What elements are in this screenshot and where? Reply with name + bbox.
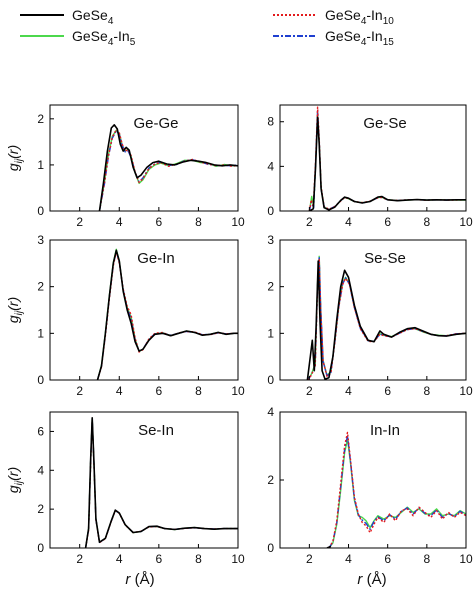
x-tick-label: 2 <box>306 552 313 566</box>
x-tick-label: 4 <box>345 384 352 398</box>
y-tick-label: 4 <box>37 463 44 477</box>
x-tick-label: 2 <box>76 552 83 566</box>
x-tick-label: 10 <box>231 215 245 229</box>
panel-frame <box>49 411 239 549</box>
x-tick-label: 6 <box>155 215 162 229</box>
y-tick-label: 4 <box>267 405 274 419</box>
series-line-0 <box>306 260 466 380</box>
y-tick-label: 3 <box>37 233 44 247</box>
legend-label-0: GeSe4 <box>72 7 114 27</box>
x-tick-label: 6 <box>384 215 391 229</box>
x-tick-label: 10 <box>231 552 245 566</box>
x-tick-label: 6 <box>384 384 391 398</box>
series-line-2 <box>96 248 238 380</box>
y-tick-label: 0 <box>267 204 274 218</box>
y-tick-label: 2 <box>37 280 44 294</box>
x-tick-label: 6 <box>155 552 162 566</box>
y-tick-label: 8 <box>267 115 274 129</box>
series-line-0 <box>309 116 466 211</box>
series-line-2 <box>328 438 466 548</box>
y-tick-label: 1 <box>267 326 274 340</box>
y-axis-label-bottom: gij(r) <box>5 467 25 493</box>
series-line-0 <box>96 249 238 380</box>
panel-title: In-In <box>370 422 400 439</box>
panel-in-in: 2 4 6 8 10 0 2 4 In-In <box>267 405 473 566</box>
x-tick-label: 10 <box>459 384 473 398</box>
x-tick-label: 2 <box>76 215 83 229</box>
y-tick-label: 1 <box>37 326 44 340</box>
legend: GeSe4 GeSe4-In10 GeSe4-In5 GeSe4-In15 <box>20 7 394 48</box>
panel-title: Ge-Ge <box>133 115 178 132</box>
x-tick-label: 6 <box>155 384 162 398</box>
panel-frame <box>49 104 239 212</box>
y-tick-label: 0 <box>267 541 274 555</box>
y-tick-label: 3 <box>267 233 274 247</box>
y-tick-label: 0 <box>37 204 44 218</box>
x-tick-label: 10 <box>231 384 245 398</box>
x-axis-label-left: r (Å) <box>125 571 154 588</box>
x-tick-label: 2 <box>306 384 313 398</box>
panel-se-se: 2 4 6 8 10 0 1 2 3 Se-Se <box>267 233 473 398</box>
x-tick-label: 6 <box>384 552 391 566</box>
y-tick-label: 0 <box>37 373 44 387</box>
legend-label-1: GeSe4-In10 <box>325 7 394 27</box>
series-line-1 <box>96 251 238 380</box>
legend-label-2: GeSe4-In5 <box>72 28 136 48</box>
y-axis-label-mid: gij(r) <box>5 297 25 323</box>
panel-title: Ge-Se <box>363 115 406 132</box>
x-tick-label: 10 <box>459 215 473 229</box>
y-tick-label: 2 <box>37 502 44 516</box>
panel-title: Se-In <box>138 422 174 439</box>
x-tick-label: 4 <box>116 384 123 398</box>
y-tick-label: 2 <box>267 280 274 294</box>
x-tick-label: 4 <box>116 552 123 566</box>
x-tick-label: 8 <box>423 552 430 566</box>
panel-ge-in: 2 4 6 8 10 0 1 2 3 Ge-In <box>37 233 245 398</box>
y-tick-label: 4 <box>267 159 274 173</box>
x-tick-label: 4 <box>116 215 123 229</box>
y-tick-label: 6 <box>37 424 44 438</box>
x-tick-label: 8 <box>423 384 430 398</box>
y-axis-label-top: gij(r) <box>5 145 25 171</box>
x-tick-label: 10 <box>459 552 473 566</box>
panel-ge-ge: 2 4 6 8 10 0 1 2 Ge-Ge <box>37 104 245 229</box>
y-tick-label: 2 <box>267 473 274 487</box>
y-tick-label: 1 <box>37 158 44 172</box>
series-line-3 <box>328 435 466 548</box>
series-line-1 <box>328 431 466 548</box>
x-tick-label: 8 <box>195 552 202 566</box>
panel-title: Ge-In <box>137 250 175 267</box>
series-line-0 <box>98 124 238 211</box>
x-tick-label: 8 <box>423 215 430 229</box>
x-tick-label: 4 <box>345 552 352 566</box>
x-tick-label: 4 <box>345 215 352 229</box>
x-tick-label: 2 <box>306 215 313 229</box>
x-tick-label: 2 <box>76 384 83 398</box>
series-line-0 <box>84 417 238 548</box>
y-tick-label: 0 <box>267 373 274 387</box>
x-tick-label: 8 <box>195 215 202 229</box>
panel-frame <box>279 239 467 381</box>
panel-se-in: 2 4 6 8 10 0 2 4 6 Se-In <box>37 411 245 566</box>
panel-title: Se-Se <box>364 250 406 267</box>
panel-frame <box>279 104 467 212</box>
x-axis-label-right: r (Å) <box>357 571 386 588</box>
panel-frame <box>49 239 239 381</box>
x-tick-label: 8 <box>195 384 202 398</box>
y-tick-label: 0 <box>37 541 44 555</box>
panel-ge-se: 2 4 6 8 10 0 4 8 Ge-Se <box>267 104 473 229</box>
y-tick-label: 2 <box>37 112 44 126</box>
axis-labels: gij(r) gij(r) gij(r) r (Å) r (Å) <box>5 145 387 588</box>
legend-label-3: GeSe4-In15 <box>325 28 394 48</box>
series-line-3 <box>96 250 238 380</box>
